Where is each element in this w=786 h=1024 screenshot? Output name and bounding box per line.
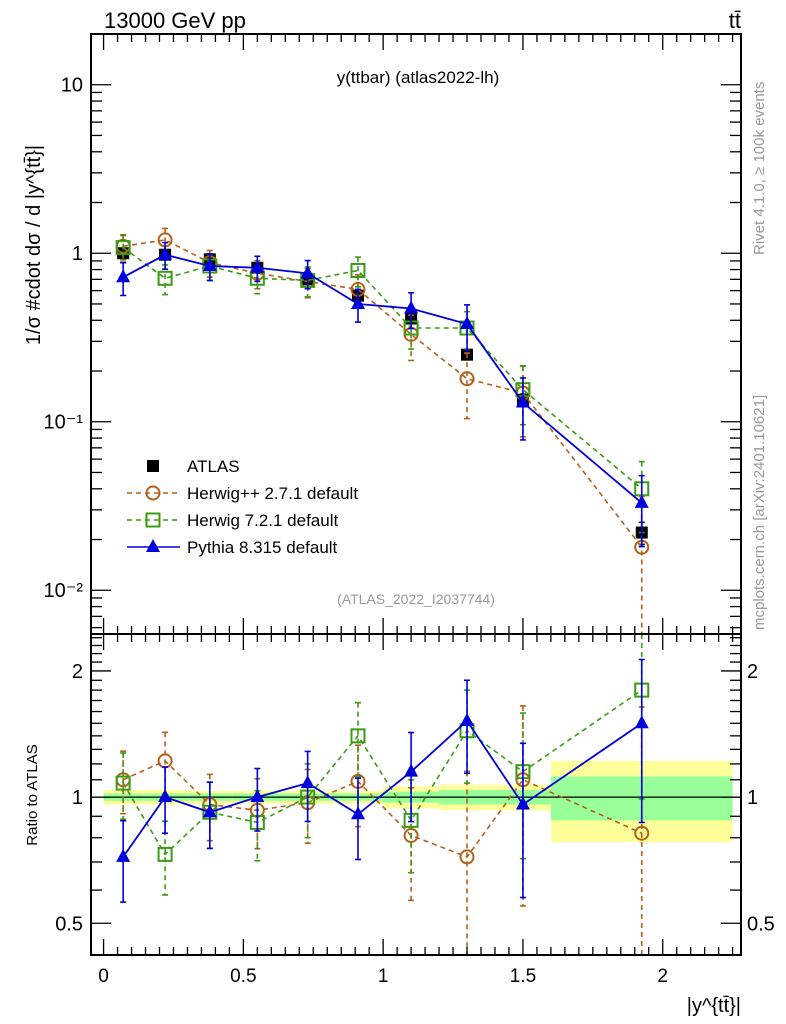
main-panel: 10 1 10⁻¹ 10⁻² y(ttbar) (atlas2022-lh) (ATL… [23, 33, 742, 635]
marker-pythia [250, 789, 265, 803]
marker-pythia [202, 804, 217, 818]
y-tick-label: 10 [61, 75, 83, 97]
legend-item: Herwig 7.2.1 default [127, 511, 338, 530]
y-tick-label-right: 2 [747, 661, 758, 683]
legend: ATLAS Herwig++ 2.7.1 default Herwig 7.2.1 … [127, 457, 358, 557]
header-left-title: 13000 GeV pp [104, 8, 246, 33]
marker-pythia [460, 316, 475, 330]
x-tick-label: 1 [378, 966, 389, 987]
marker-herwig7 [157, 270, 173, 286]
ratio-ticks: 0 0.5 1 1.5 2 2 2 1 1 0.5 0.5 [55, 634, 775, 987]
ratio-bands [103, 760, 733, 843]
marker-pythia [300, 775, 315, 789]
marker-pythia [634, 494, 649, 508]
series-line-herwig7 [122, 689, 643, 856]
ratio-frame [90, 633, 742, 956]
y-tick-label: 1 [72, 243, 83, 265]
legend-item: Pythia 8.315 default [127, 538, 338, 557]
x-tick-label: 2 [657, 966, 668, 987]
marker-herwigpp [459, 371, 475, 387]
y-tick-label: 10⁻² [44, 580, 84, 602]
marker-herwig7 [157, 846, 173, 862]
legend-marker-data [147, 460, 159, 472]
rivet-label: Rivet 4.1.0, ≥ 100k events [751, 82, 768, 255]
y-tick-label: 2 [72, 661, 83, 683]
marker-herwig7 [350, 262, 366, 278]
ratio-panel: 0 0.5 1 1.5 2 2 2 1 1 0.5 0.5 Ratio to ATLAS |y^{t… [24, 633, 775, 1017]
y-tick-label: 1 [72, 787, 83, 809]
ratio-ylabel: Ratio to ATLAS [24, 744, 41, 845]
x-tick-label: 0.5 [230, 966, 256, 987]
marker-pythia [515, 796, 530, 810]
marker-pythia [404, 763, 419, 777]
series-herwigpp [115, 227, 650, 634]
marker-pythia [158, 789, 173, 803]
y-tick-label-right: 0.5 [747, 913, 775, 935]
marker-pythia [158, 246, 173, 260]
marker-herwigpp [634, 825, 650, 841]
marker-pythia [250, 259, 265, 273]
legend-marker-herwig7 [145, 512, 161, 528]
x-tick-label: 0 [98, 966, 109, 987]
y-tick-label-right: 1 [747, 787, 758, 809]
legend-label: Pythia 8.315 default [187, 538, 338, 557]
header-right-title: tt̄ [729, 8, 741, 33]
marker-pythia [116, 269, 131, 283]
legend-label: ATLAS [187, 457, 240, 476]
main-plot-title: y(ttbar) (atlas2022-lh) [337, 68, 500, 87]
main-ticks: 10 1 10⁻¹ 10⁻² [44, 33, 741, 634]
legend-marker-herwigpp [145, 485, 161, 501]
marker-pythia [350, 806, 365, 820]
main-series-layer [115, 227, 650, 634]
marker-pythia [350, 295, 365, 309]
series-line-herwigpp [122, 759, 643, 858]
marker-pythia [116, 848, 131, 862]
main-watermark: (ATLAS_2022_I2037744) [337, 591, 495, 607]
series-pythia [116, 241, 649, 548]
ratio-series-layer [115, 633, 650, 956]
marker-herwig7 [115, 775, 131, 791]
legend-label: Herwig 7.2.1 default [187, 511, 338, 530]
legend-item: Herwig++ 2.7.1 default [127, 484, 358, 503]
main-ylabel: 1/σ #cdot dσ / d |y^{tt̄}| [23, 145, 45, 345]
series-pythia [116, 658, 649, 903]
marker-pythia [460, 712, 475, 726]
marker-herwig7 [350, 728, 366, 744]
marker-herwig7 [115, 240, 131, 256]
legend-marker-pythia [146, 539, 160, 552]
marker-pythia [404, 300, 419, 314]
series-line-pythia [122, 719, 643, 858]
series-line-pythia [122, 253, 643, 504]
ratio-xlabel: |y^{tt̄}| [687, 995, 741, 1017]
legend-item: ATLAS [147, 457, 240, 476]
marker-pythia [634, 715, 649, 729]
series-line-herwigpp [123, 239, 643, 548]
legend-label: Herwig++ 2.7.1 default [187, 484, 358, 503]
mcplots-label: mcplots.cern.ch [arXiv:2401.10621] [751, 395, 768, 630]
y-tick-label: 0.5 [55, 913, 83, 935]
marker-herwigpp [459, 849, 475, 865]
series-line-herwig7 [122, 246, 643, 490]
marker-pythia [515, 394, 530, 408]
y-tick-label: 10⁻¹ [44, 412, 84, 434]
marker-pythia [300, 265, 315, 279]
x-tick-label: 1.5 [510, 966, 536, 987]
marker-pythia [202, 257, 217, 271]
